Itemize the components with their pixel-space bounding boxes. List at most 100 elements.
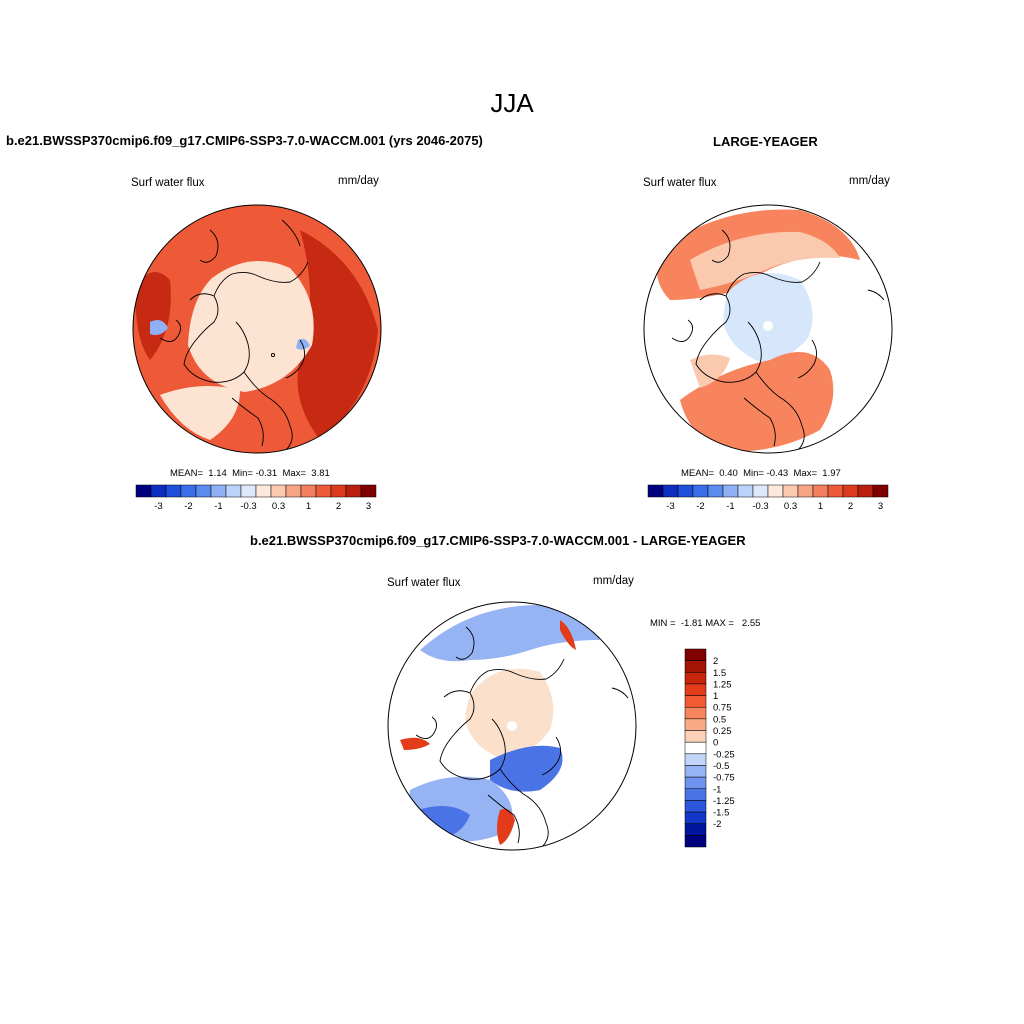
units-label-diff: mm/day: [593, 575, 634, 587]
coastline: [439, 690, 506, 780]
colorbar-swatch: [684, 648, 707, 661]
colorbar-swatch: [857, 484, 874, 498]
colorbar-tick-label: 1.25: [713, 679, 732, 690]
colorbar-tick-label: 2: [848, 501, 853, 512]
colorbar-swatch: [270, 484, 287, 498]
coastline: [541, 736, 561, 776]
colorbar-tick-label: 0.3: [784, 501, 797, 512]
colorbar-swatch: [684, 660, 707, 673]
colorbar-swatch: [150, 484, 167, 498]
coastline: [611, 687, 629, 699]
polar-map-case: [132, 204, 382, 454]
colorbar-tick-label: 0.75: [713, 703, 732, 714]
minmax-diff: MIN = -1.81 MAX = 2.55: [650, 618, 760, 629]
variable-label-obs: Surf water flux: [643, 177, 717, 189]
colorbar-swatch: [797, 484, 814, 498]
coastline: [743, 397, 776, 447]
colorbar-swatch: [684, 823, 707, 836]
colorbar-swatch: [782, 484, 799, 498]
colorbar-swatch: [842, 484, 859, 498]
colorbar-tick-label: -0.3: [240, 501, 256, 512]
max-label: MAX =: [705, 618, 734, 629]
colorbar-tick-label: -1.25: [713, 796, 735, 807]
coastline: [183, 293, 250, 383]
colorbar-swatch: [737, 484, 754, 498]
colorbar-tick-label: -1: [713, 784, 721, 795]
colorbar-swatch: [684, 718, 707, 731]
coastline: [199, 229, 219, 263]
colorbar-swatch: [707, 484, 724, 498]
field-diff-coast-red-3: [560, 620, 576, 650]
colorbar-tick-label: 0.3: [272, 501, 285, 512]
mean-value: 1.14: [208, 468, 227, 479]
variable-label-case: Surf water flux: [131, 177, 205, 189]
colorbar-swatch: [684, 811, 707, 824]
units-label-obs: mm/day: [849, 175, 890, 187]
colorbar-swatch: [135, 484, 152, 498]
field-case-cool-patch-2: [296, 338, 310, 350]
colorbar-swatch: [300, 484, 317, 498]
field-diff-arctic: [465, 668, 554, 758]
mean-label: MEAN=: [170, 468, 203, 479]
coastline: [671, 319, 693, 342]
colorbar-swatch: [684, 765, 707, 778]
min-value: -0.31: [255, 468, 278, 479]
coastline: [755, 371, 805, 451]
variable-label-diff: Surf water flux: [387, 577, 461, 589]
colorbar-tick-label: -2: [713, 819, 721, 830]
field-diff-coast-red: [497, 808, 515, 845]
colorbar-swatch: [767, 484, 784, 498]
min-value: -0.43: [766, 468, 789, 479]
colorbar-tick-label: -2: [184, 501, 192, 512]
colorbar-tick-label: 1: [713, 691, 718, 702]
stats-obs: MEAN= 0.40 Min= -0.43 Max= 1.97: [681, 468, 841, 479]
field-case-dark-pacific: [135, 272, 171, 360]
colorbar-tick-label: -3: [666, 501, 674, 512]
colorbar-tick-label: 0: [713, 738, 718, 749]
field-obs-light-band: [690, 231, 840, 290]
colorbar-tick-label: -0.75: [713, 773, 735, 784]
coastline: [159, 319, 181, 342]
colorbar-swatch: [684, 695, 707, 708]
field-obs-light-strip: [690, 354, 730, 388]
colorbar-tick-label: -1.5: [713, 808, 729, 819]
coastline: [867, 289, 885, 301]
colorbar-tick-label: -1: [214, 501, 222, 512]
field-case-arctic-ocean: [188, 260, 314, 392]
colorbar-swatch: [210, 484, 227, 498]
coastline: [231, 397, 264, 447]
coastline: [695, 293, 762, 383]
colorbar-swatch: [872, 484, 889, 498]
polar-map-obs: [643, 204, 893, 454]
colorbar-swatch: [722, 484, 739, 498]
colorbar-case: -3 -2 -1 -0.3 0.3 1 2 3: [135, 484, 377, 512]
coastline: [711, 229, 731, 263]
min-value: -1.81: [680, 618, 703, 629]
colorbar-swatch: [812, 484, 829, 498]
colorbar-tick-label: 0.25: [713, 726, 732, 737]
colorbar-swatch: [195, 484, 212, 498]
colorbar-swatch: [647, 484, 664, 498]
colorbar-tick-label: 2: [713, 656, 718, 667]
coastline: [213, 261, 309, 297]
coastline: [797, 339, 817, 379]
colorbar-swatch: [684, 741, 707, 755]
coastline: [415, 716, 437, 739]
panel-title-obs: LARGE-YEAGER: [713, 134, 818, 149]
max-label: Max=: [793, 468, 818, 479]
colorbar-tick-label: -0.5: [713, 761, 729, 772]
min-label: MIN =: [650, 618, 676, 629]
field-diff-coast-red-2: [400, 737, 430, 750]
colorbar-tick-label: -0.25: [713, 749, 735, 760]
colorbar-swatch: [684, 706, 707, 720]
colorbar-swatch: [360, 484, 377, 498]
coastline: [469, 658, 565, 694]
colorbar-tick-label: -2: [696, 501, 704, 512]
coastline: [243, 371, 293, 451]
colorbar-tick-label: -1: [726, 501, 734, 512]
polar-map-diff: [387, 601, 637, 851]
colorbar-diff: 21.51.2510.750.50.250-0.25-0.5-0.75-1-1.…: [684, 648, 735, 848]
coastline: [285, 339, 305, 379]
colorbar-swatch: [330, 484, 347, 498]
